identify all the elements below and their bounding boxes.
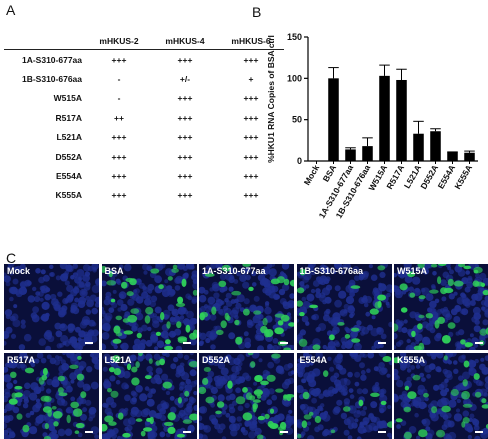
scale-bar xyxy=(85,342,93,344)
rna-copies-bar-chart: 0 50 100 150 %HKU1 RNA Copies of BSA ctrl Moc… xyxy=(258,18,486,254)
micrograph-image xyxy=(394,264,488,350)
micrograph-image xyxy=(4,264,99,350)
table-cell: +++ xyxy=(152,186,218,205)
table-row: L521A+++++++++ xyxy=(4,128,284,147)
table-cell: +/- xyxy=(152,69,218,88)
micrograph-tile: R517A xyxy=(4,353,99,439)
row-label: R517A xyxy=(4,108,86,127)
bar xyxy=(362,146,373,161)
scale-bar xyxy=(475,431,483,433)
table-row: 1A-S310-677aa+++++++++ xyxy=(4,50,284,70)
bar xyxy=(345,149,356,161)
table-row: D552A+++++++++ xyxy=(4,147,284,166)
micrograph-tile: Mock xyxy=(4,264,99,350)
micrograph-label: K555A xyxy=(397,355,425,365)
bar xyxy=(328,78,339,161)
micrograph-tile: BSA xyxy=(102,264,197,350)
row-label: W515A xyxy=(4,89,86,108)
micrograph-tile: 1A-S310-677aa xyxy=(199,264,294,350)
bar xyxy=(396,80,407,161)
micrograph-image xyxy=(199,264,294,350)
table-cell: +++ xyxy=(152,108,218,127)
micrograph-label: 1B-S310-676aa xyxy=(300,266,364,276)
scale-bar xyxy=(85,431,93,433)
table-cell: +++ xyxy=(152,89,218,108)
micrograph-label: 1A-S310-677aa xyxy=(202,266,266,276)
micrograph-label: E554A xyxy=(300,355,328,365)
micrograph-label: BSA xyxy=(105,266,124,276)
y-tick-label: 150 xyxy=(287,32,302,42)
immunofluorescence-grid: Mock BSA 1A-S310-677aa 1B-S310-676aa W515A R5… xyxy=(4,264,488,438)
micrograph-image xyxy=(297,264,392,350)
micrograph-tile: K555A xyxy=(394,353,488,439)
table-header: mHKUS-2 xyxy=(86,36,152,50)
micrograph-label: R517A xyxy=(7,355,35,365)
bar xyxy=(430,131,441,161)
row-label: E554A xyxy=(4,166,86,185)
table-row: R517A++++++++ xyxy=(4,108,284,127)
micrograph-image xyxy=(4,353,99,439)
micrograph-tile: W515A xyxy=(394,264,488,350)
micrograph-label: L521A xyxy=(105,355,132,365)
panel-label-a: A xyxy=(6,2,15,18)
scale-bar xyxy=(475,342,483,344)
micrograph-image xyxy=(102,353,197,439)
micrograph-image xyxy=(102,264,197,350)
micrograph-label: W515A xyxy=(397,266,427,276)
table-header-empty xyxy=(4,36,86,50)
y-axis-label: %HKU1 RNA Copies of BSA ctrl xyxy=(266,35,276,163)
table-cell: +++ xyxy=(152,128,218,147)
y-tick-label: 0 xyxy=(297,156,302,166)
row-label: L521A xyxy=(4,128,86,147)
micrograph-label: D552A xyxy=(202,355,230,365)
table-header: mHKUS-4 xyxy=(152,36,218,50)
table-cell: - xyxy=(86,89,152,108)
bar xyxy=(464,153,475,161)
scale-bar xyxy=(183,342,191,344)
table-row: E554A+++++++++ xyxy=(4,166,284,185)
table-row: 1B-S310-676aa-+/-+ xyxy=(4,69,284,88)
micrograph-image xyxy=(394,353,488,439)
table-cell: +++ xyxy=(86,50,152,70)
row-label: D552A xyxy=(4,147,86,166)
table-cell: +++ xyxy=(86,166,152,185)
scale-bar xyxy=(183,431,191,433)
scale-bar xyxy=(378,431,386,433)
table-cell: +++ xyxy=(86,147,152,166)
row-label: K555A xyxy=(4,186,86,205)
row-label: 1B-S310-676aa xyxy=(4,69,86,88)
bar xyxy=(413,134,424,161)
micrograph-tile: 1B-S310-676aa xyxy=(297,264,392,350)
y-tick-label: 50 xyxy=(292,115,302,125)
bar xyxy=(379,76,390,161)
table-cell: +++ xyxy=(152,166,218,185)
micrograph-tile: E554A xyxy=(297,353,392,439)
scale-bar xyxy=(280,431,288,433)
x-tick-label: Mock xyxy=(302,163,322,187)
micrograph-tile: L521A xyxy=(102,353,197,439)
bar xyxy=(447,152,458,161)
micrograph-label: Mock xyxy=(7,266,30,276)
micrograph-image xyxy=(297,353,392,439)
table-cell: ++ xyxy=(86,108,152,127)
table-row: K555A+++++++++ xyxy=(4,186,284,205)
table-cell: +++ xyxy=(152,50,218,70)
y-tick-label: 100 xyxy=(287,73,302,83)
table-header-row: mHKUS-2 mHKUS-4 mHKUS-6 xyxy=(4,36,284,50)
row-label: 1A-S310-677aa xyxy=(4,50,86,70)
table-cell: +++ xyxy=(86,186,152,205)
table-cell: +++ xyxy=(86,128,152,147)
micrograph-tile: D552A xyxy=(199,353,294,439)
table-cell: +++ xyxy=(152,147,218,166)
table-row: W515A-++++++ xyxy=(4,89,284,108)
table-cell: - xyxy=(86,69,152,88)
micrograph-image xyxy=(199,353,294,439)
infection-table: mHKUS-2 mHKUS-4 mHKUS-6 1A-S310-677aa+++… xyxy=(4,36,284,205)
scale-bar xyxy=(280,342,288,344)
scale-bar xyxy=(378,342,386,344)
